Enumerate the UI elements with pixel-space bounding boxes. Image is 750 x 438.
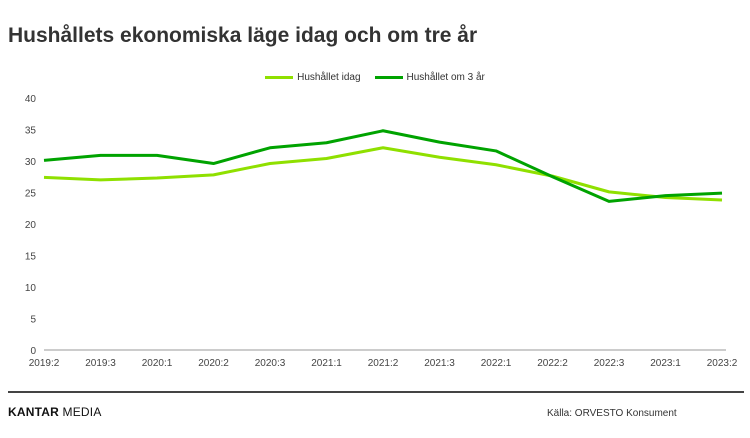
x-tick-label: 2023:2: [707, 358, 738, 369]
x-tick-label: 2021:3: [424, 358, 455, 369]
x-tick-label: 2021:1: [311, 358, 342, 369]
y-tick-label: 5: [30, 315, 36, 326]
legend-label-om-3-ar: Hushållet om 3 år: [406, 72, 485, 83]
x-tick-label: 2020:3: [255, 358, 286, 369]
x-tick-label: 2023:1: [650, 358, 681, 369]
x-tick-label: 2021:2: [368, 358, 399, 369]
kantar-media-logo: KANTAR MEDIA: [8, 405, 102, 419]
series-line-om-3-ar: [43, 129, 723, 203]
x-tick-label: 2022:2: [537, 358, 568, 369]
chart-title: Hushållets ekonomiska läge idag och om t…: [8, 24, 478, 47]
y-tick-label: 10: [25, 283, 37, 294]
logo-bold: KANTAR: [8, 405, 59, 419]
y-tick-label: 15: [25, 252, 37, 263]
legend-label-idag: Hushållet idag: [297, 72, 361, 83]
legend-item-om-3-ar: Hushållet om 3 år: [374, 72, 485, 83]
x-tick-label: 2019:2: [29, 358, 60, 369]
footer-divider: [8, 391, 744, 393]
y-tick-label: 40: [25, 94, 37, 105]
legend: Hushållet idag Hushållet om 3 år: [0, 72, 750, 83]
y-tick-label: 20: [25, 220, 37, 231]
legend-swatch-om-3-ar: [374, 76, 403, 79]
y-tick-label: 35: [25, 126, 37, 137]
x-tick-label: 2020:1: [142, 358, 173, 369]
logo-rest: MEDIA: [58, 405, 102, 419]
x-tick-label: 2020:2: [198, 358, 229, 369]
x-tick-label: 2019:3: [85, 358, 116, 369]
y-tick-label: 0: [30, 346, 36, 357]
legend-item-idag: Hushållet idag: [265, 72, 361, 83]
legend-swatch-idag: [265, 76, 294, 79]
x-tick-label: 2022:3: [594, 358, 625, 369]
x-tick-label: 2022:1: [481, 358, 512, 369]
y-tick-label: 30: [25, 157, 37, 168]
source-note: Källa: ORVESTO Konsument: [547, 408, 677, 419]
y-tick-label: 25: [25, 189, 37, 200]
